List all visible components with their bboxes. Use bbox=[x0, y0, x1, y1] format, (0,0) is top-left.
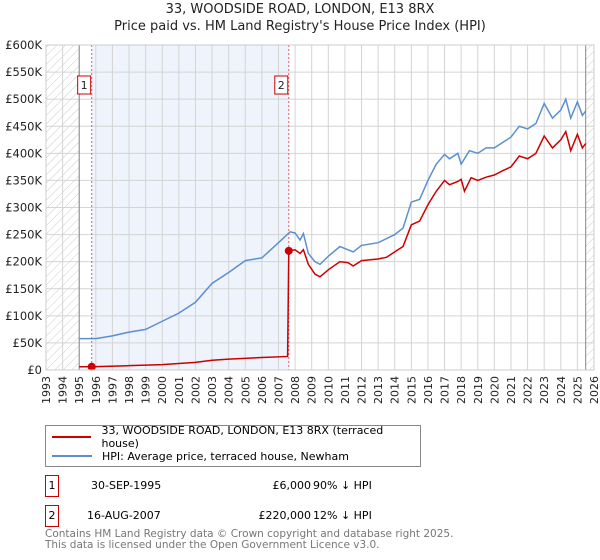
sale-badge: 1 bbox=[45, 475, 59, 497]
x-tick-label: 1993 bbox=[40, 376, 53, 404]
x-tick-label: 2001 bbox=[173, 376, 186, 404]
x-tick-label: 2015 bbox=[405, 376, 418, 404]
x-tick-label: 2013 bbox=[372, 376, 385, 404]
y-tick-label: £400K bbox=[5, 146, 42, 160]
sale-hpi: 12% ↓ HPI bbox=[313, 509, 372, 522]
price-chart: 1993 1994 1995 1996 1997 1998 1999 2000 2001 2002… bbox=[5, 38, 600, 404]
sale-badge: 2 bbox=[45, 505, 59, 527]
y-tick-label: £0 bbox=[27, 363, 42, 377]
x-tick-label: 2018 bbox=[455, 376, 468, 404]
x-tick-label: 2026 bbox=[588, 376, 600, 404]
sale-price: £220,000 bbox=[258, 509, 312, 522]
chart-subtitle: Price paid vs. HM Land Registry's House … bbox=[114, 19, 486, 34]
x-tick-label: 1999 bbox=[140, 376, 153, 404]
x-tick-label: 2021 bbox=[505, 376, 518, 404]
x-tick-label: 2019 bbox=[472, 376, 485, 404]
sale-price: £6,000 bbox=[272, 479, 312, 492]
x-tick-label: 2025 bbox=[571, 376, 584, 404]
property-price-line bbox=[79, 129, 587, 368]
footer-line: Contains HM Land Registry data © Crown c… bbox=[45, 528, 454, 540]
sale-label: 1 bbox=[81, 79, 88, 92]
chart-title: 33, WOODSIDE ROAD, LONDON, E13 8RX bbox=[165, 2, 435, 17]
x-tick-label: 2004 bbox=[223, 376, 236, 404]
y-tick-label: £150K bbox=[5, 282, 42, 296]
footer-line: This data is licensed under the Open Gov… bbox=[45, 539, 380, 551]
y-tick-label: £300K bbox=[5, 201, 42, 215]
x-tick-label: 2009 bbox=[306, 376, 319, 404]
x-tick-label: 2017 bbox=[439, 376, 452, 404]
y-tick-label: £500K bbox=[5, 92, 42, 106]
y-tick-label: £50K bbox=[13, 336, 43, 350]
x-tick-label: 2024 bbox=[555, 376, 568, 404]
y-tick-label: £350K bbox=[5, 173, 42, 187]
sale-point bbox=[87, 362, 96, 371]
legend-blue-line bbox=[52, 455, 92, 457]
x-tick-label: 2023 bbox=[538, 376, 551, 404]
x-tick-label: 2010 bbox=[322, 376, 335, 404]
sale-label-box bbox=[77, 75, 92, 95]
x-tick-label: 2011 bbox=[339, 376, 352, 404]
sale-date: 16-AUG-2007 bbox=[87, 509, 161, 522]
legend-red-line bbox=[52, 436, 92, 438]
x-tick-label: 1997 bbox=[106, 376, 119, 404]
y-tick-label: £100K bbox=[5, 309, 42, 323]
sale-label: 2 bbox=[278, 79, 285, 92]
sale-point bbox=[284, 246, 293, 255]
legend-label-property: 33, WOODSIDE ROAD, LONDON, E13 8RX (terr… bbox=[101, 424, 384, 450]
x-tick-label: 1996 bbox=[90, 376, 103, 404]
x-tick-label: 2002 bbox=[189, 376, 202, 404]
y-tick-label: £550K bbox=[5, 65, 42, 79]
sale-row: 1 30-SEP-1995 £6,000 90% ↓ HPI bbox=[45, 475, 445, 497]
x-tick-label: 1998 bbox=[123, 376, 136, 404]
legend-label-hpi: HPI: Average price, terraced house, Newh… bbox=[102, 449, 349, 463]
sale-row: 2 16-AUG-2007 £220,000 12% ↓ HPI bbox=[45, 505, 445, 527]
x-tick-label: 2007 bbox=[272, 376, 285, 404]
plot-border bbox=[45, 44, 595, 371]
x-tick-label: 2006 bbox=[256, 376, 269, 404]
sale-date: 30-SEP-1995 bbox=[91, 479, 162, 492]
x-tick-label: 2000 bbox=[156, 376, 169, 404]
x-tick-label: 2003 bbox=[206, 376, 219, 404]
sale-label-box bbox=[274, 75, 289, 95]
legend: 33, WOODSIDE ROAD, LONDON, E13 8RX (terr… bbox=[45, 424, 421, 467]
y-tick-label: £600K bbox=[5, 38, 42, 52]
x-tick-label: 2008 bbox=[289, 376, 302, 404]
sale-hpi: 90% ↓ HPI bbox=[313, 479, 372, 492]
hpi-line bbox=[79, 96, 587, 340]
y-tick-label: £200K bbox=[5, 255, 42, 269]
x-tick-label: 2014 bbox=[389, 376, 402, 404]
x-tick-label: 1994 bbox=[57, 376, 70, 404]
x-tick-label: 2022 bbox=[522, 376, 535, 404]
x-tick-label: 2016 bbox=[422, 376, 435, 404]
x-tick-label: 1995 bbox=[73, 376, 86, 404]
x-tick-label: 2005 bbox=[239, 376, 252, 404]
x-tick-label: 2012 bbox=[356, 376, 369, 404]
footer: Contains HM Land Registry data © Crown c… bbox=[45, 529, 453, 551]
x-tick-label: 2020 bbox=[488, 376, 501, 404]
y-tick-label: £250K bbox=[5, 228, 42, 242]
y-tick-label: £450K bbox=[5, 119, 42, 133]
